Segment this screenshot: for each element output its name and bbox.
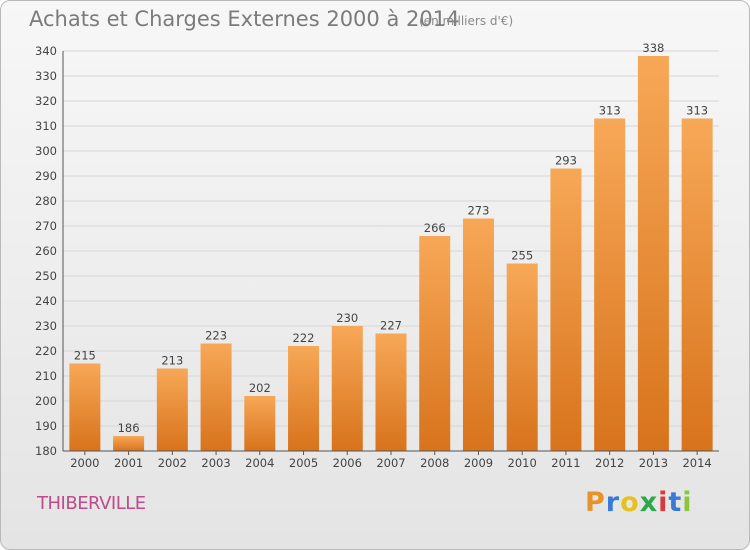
value-label: 273 <box>467 204 489 218</box>
y-tick-label: 240 <box>35 294 57 308</box>
x-tick-label: 2002 <box>158 456 187 470</box>
bar <box>550 168 582 451</box>
value-label: 202 <box>249 381 271 395</box>
x-tick-label: 2012 <box>595 456 624 470</box>
x-tick-label: 2003 <box>201 456 230 470</box>
value-label: 215 <box>74 349 96 363</box>
bar <box>681 118 713 451</box>
value-label: 313 <box>686 104 708 118</box>
value-label: 227 <box>380 319 402 333</box>
y-tick-label: 300 <box>35 144 57 158</box>
value-label: 266 <box>424 221 446 235</box>
value-label: 222 <box>293 331 315 345</box>
x-tick-label: 2014 <box>682 456 711 470</box>
x-tick-label: 2007 <box>376 456 405 470</box>
x-tick-label: 2010 <box>508 456 537 470</box>
y-tick-label: 230 <box>35 319 57 333</box>
bar <box>69 363 101 451</box>
y-tick-label: 180 <box>35 444 57 458</box>
bar <box>506 263 538 451</box>
chart-subtitle: (en milliers d'€) <box>419 14 514 28</box>
y-tick-label: 200 <box>35 394 57 408</box>
logo-letter: i <box>658 487 669 518</box>
x-tick-label: 2013 <box>639 456 668 470</box>
y-tick-label: 190 <box>35 419 57 433</box>
y-tick-label: 290 <box>35 169 57 183</box>
bar <box>375 333 407 451</box>
logo-letter: P <box>585 487 606 518</box>
chart-title: Achats et Charges Externes 2000 à 2014 <box>29 7 460 31</box>
x-tick-label: 2000 <box>70 456 99 470</box>
value-label: 293 <box>555 154 577 168</box>
bar <box>419 236 451 451</box>
y-tick-label: 250 <box>35 269 57 283</box>
y-tick-label: 330 <box>35 69 57 83</box>
bar <box>113 436 145 451</box>
logo-letter: r <box>605 487 621 518</box>
x-tick-label: 2008 <box>420 456 449 470</box>
x-tick-label: 2004 <box>245 456 274 470</box>
y-tick-label: 220 <box>35 344 57 358</box>
bar <box>244 396 276 451</box>
x-tick-label: 2006 <box>333 456 362 470</box>
axes: 180 190 200 210 220 230 240 250 260 270 280 290 300 3… <box>35 44 719 470</box>
bar <box>331 326 363 451</box>
logo-letter: i <box>682 487 693 518</box>
proxiti-logo: Proxiti <box>585 487 693 518</box>
logo-letter: x <box>639 487 659 518</box>
value-label: 230 <box>336 311 358 325</box>
y-tick-label: 210 <box>35 369 57 383</box>
bar <box>637 56 669 451</box>
bar <box>200 343 232 451</box>
y-tick-label: 320 <box>35 94 57 108</box>
bar <box>462 218 494 451</box>
value-label: 255 <box>511 249 533 263</box>
logo-letter: o <box>620 487 640 518</box>
bar <box>594 118 626 451</box>
x-tick-label: 2011 <box>551 456 580 470</box>
logo-letter: t <box>668 487 683 518</box>
value-label: 186 <box>118 421 140 435</box>
y-tick-label: 310 <box>35 119 57 133</box>
bars: 215 186 213 223 202 222 230 227 266 273 255 293 313 3… <box>69 41 713 451</box>
value-label: 223 <box>205 329 227 343</box>
value-label: 213 <box>161 354 183 368</box>
x-tick-label: 2005 <box>289 456 318 470</box>
x-tick-label: 2009 <box>464 456 493 470</box>
y-tick-label: 340 <box>35 44 57 58</box>
commune-name: THIBERVILLE <box>37 493 146 514</box>
y-tick-label: 280 <box>35 194 57 208</box>
bar <box>288 346 320 451</box>
y-tick-label: 270 <box>35 219 57 233</box>
y-tick-label: 260 <box>35 244 57 258</box>
x-tick-label: 2001 <box>114 456 143 470</box>
value-label: 313 <box>599 104 621 118</box>
value-label: 338 <box>642 41 664 55</box>
bar <box>156 368 188 451</box>
